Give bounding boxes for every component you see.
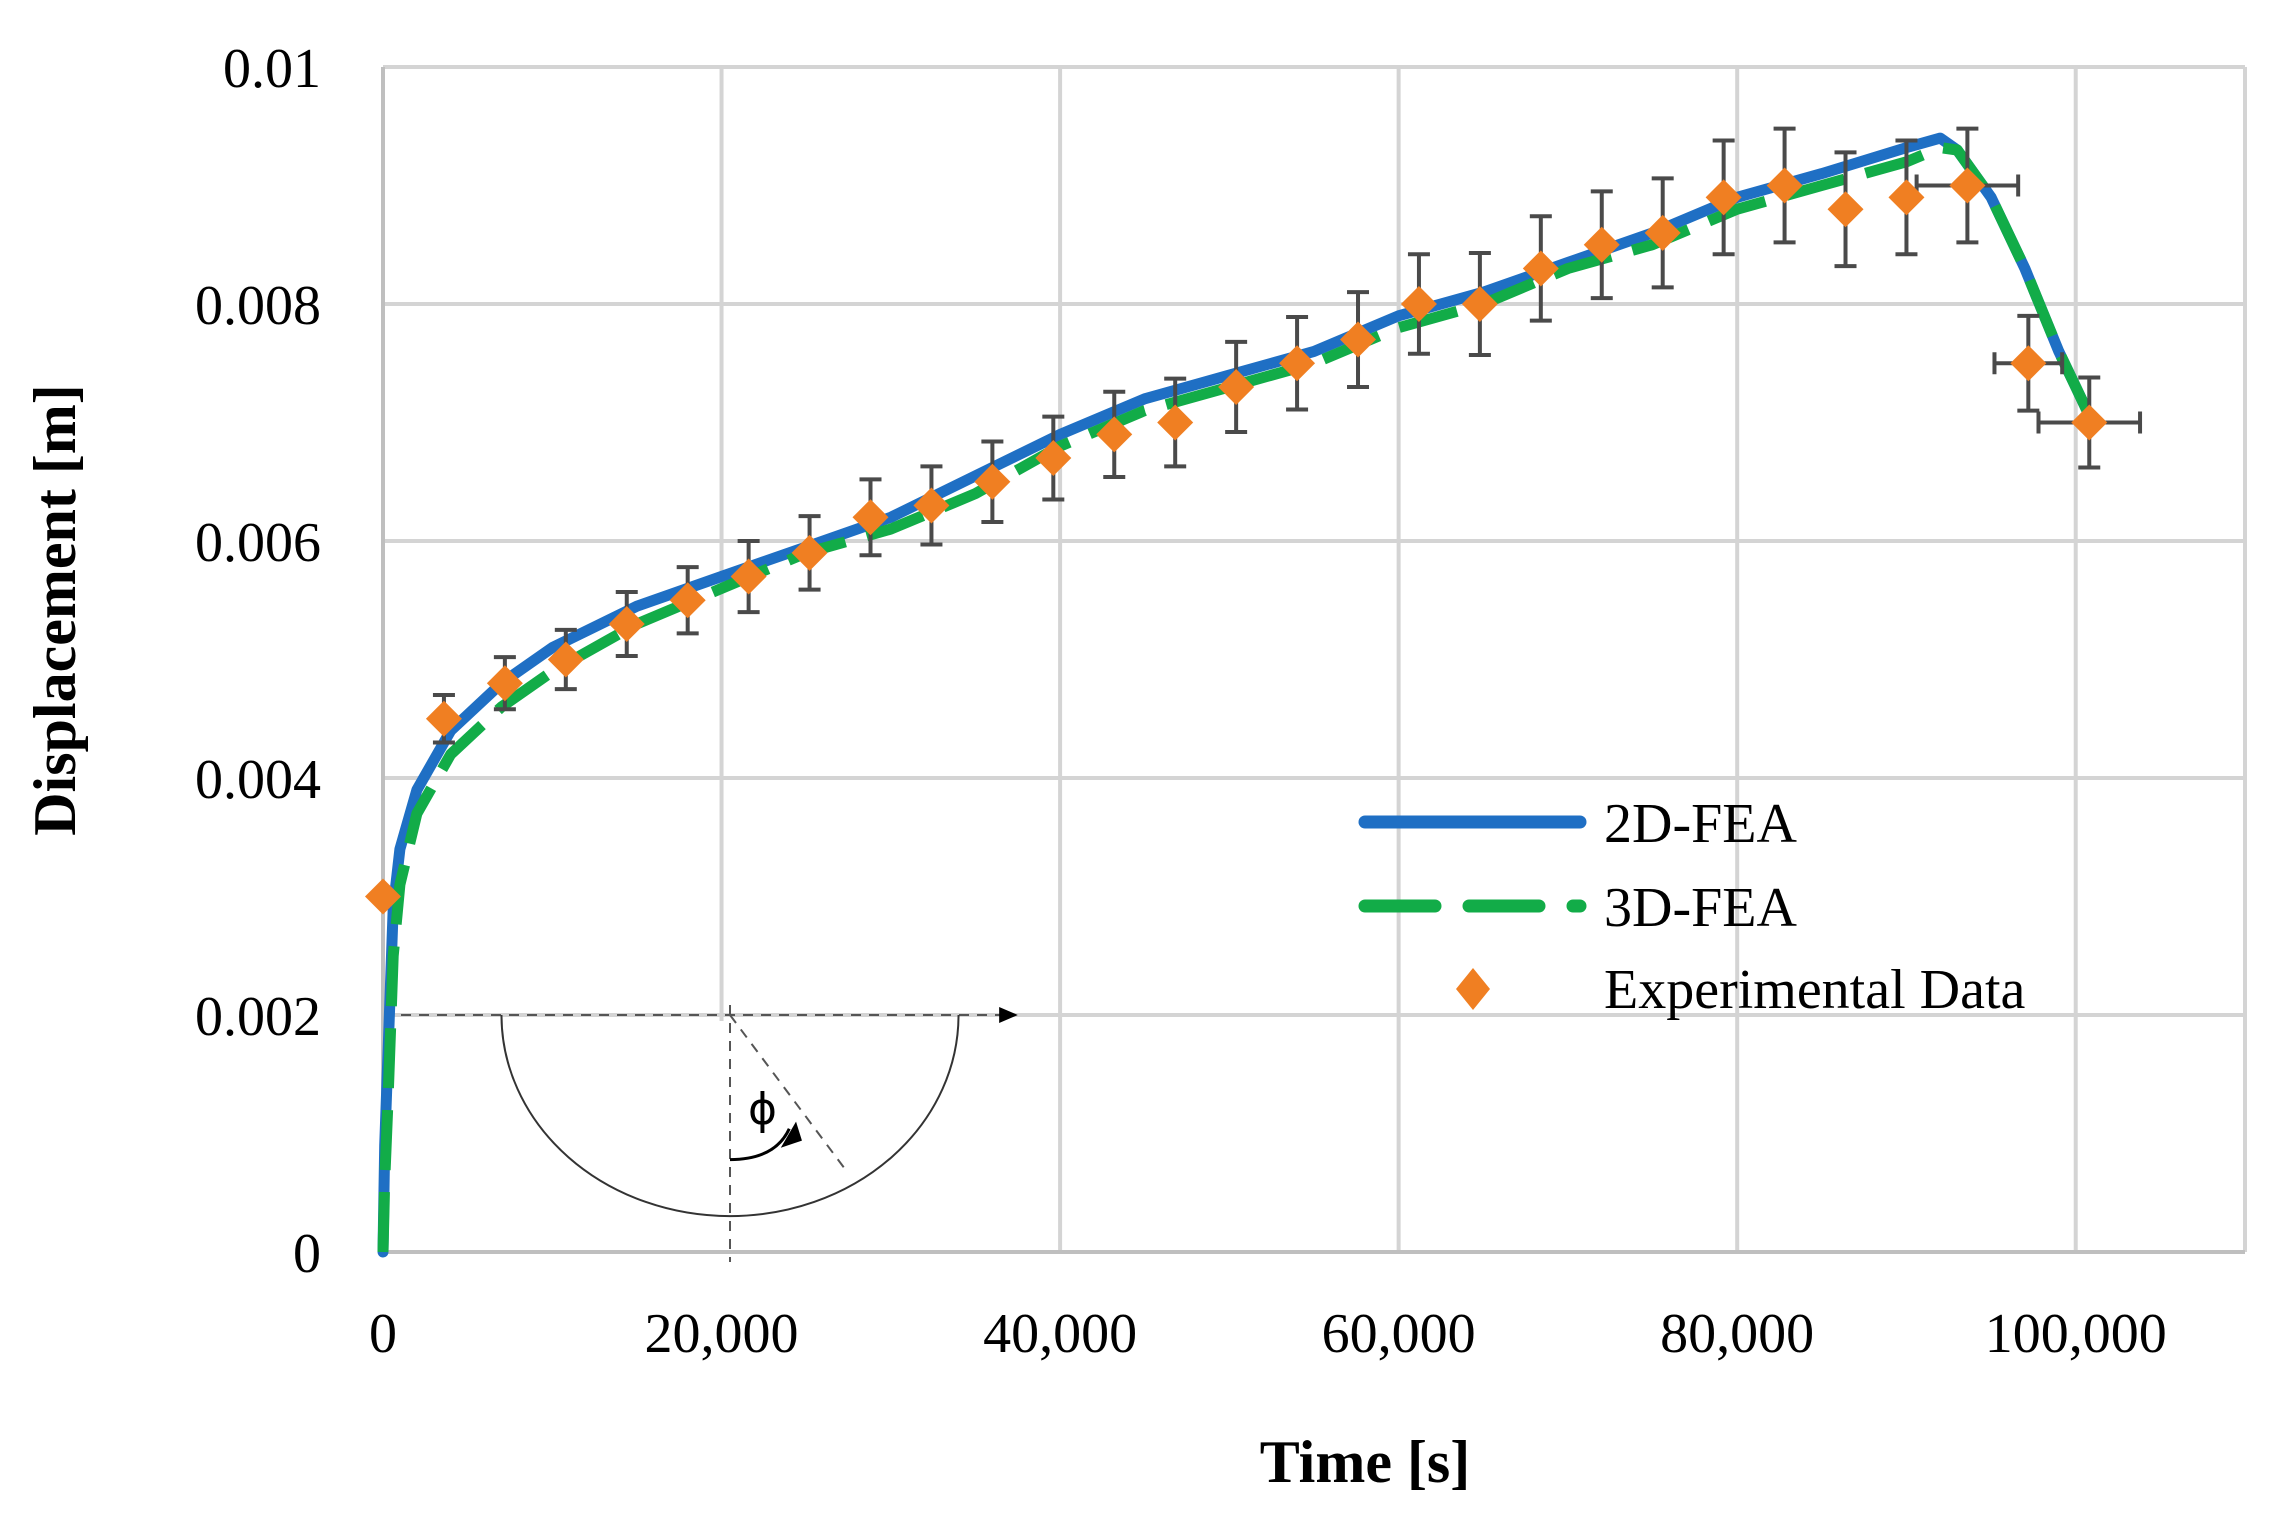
inset-angle-arc xyxy=(730,1128,791,1162)
series-line-3d-fea xyxy=(377,142,2098,1253)
experimental-data-point xyxy=(1340,321,1377,358)
y-tick-label: 0.008 xyxy=(195,275,321,337)
experimental-data-point xyxy=(974,463,1011,500)
tick-labels: 0 20,000 40,000 60,000 80,000 100,000 0 0.002 0.… xyxy=(195,38,2167,1365)
y-axis-title: Displacement [m] xyxy=(22,384,88,836)
experimental-data-point xyxy=(1218,368,1255,405)
experimental-data-point xyxy=(1461,286,1498,322)
experimental-data-point xyxy=(669,582,706,619)
experimental-data-point xyxy=(913,487,950,524)
experimental-data-point xyxy=(425,700,462,737)
inset-phi-label: ϕ xyxy=(748,1084,777,1135)
inset-semicircle xyxy=(500,1014,960,1218)
experimental-data-point xyxy=(1644,214,1681,251)
legend-label-experimental: Experimental Data xyxy=(1604,959,2026,1021)
experimental-data-point xyxy=(1827,191,1864,228)
experimental-data-point xyxy=(1096,416,1133,453)
experimental-data-point xyxy=(852,499,889,536)
legend-label-2d-fea: 2D-FEA xyxy=(1604,793,1797,855)
y-tick-label: 0.006 xyxy=(195,512,321,574)
grid xyxy=(381,65,2247,1254)
y-tick-label: 0.002 xyxy=(195,986,321,1048)
experimental-data-point xyxy=(791,534,828,571)
legend: 2D-FEA 3D-FEA Experimental Data xyxy=(1358,793,2026,1021)
y-tick-label: 0.01 xyxy=(223,38,321,100)
experimental-data-point xyxy=(1766,167,1803,204)
experimental-data-point xyxy=(2071,404,2108,441)
experimental-data-point xyxy=(1583,226,1620,263)
x-tick-label: 60,000 xyxy=(1322,1303,1476,1365)
experimental-data-point xyxy=(730,558,767,595)
experimental-data-point xyxy=(547,641,584,678)
y-tick-label: 0.004 xyxy=(195,749,321,811)
x-tick-label: 20,000 xyxy=(645,1303,799,1365)
inset-diagram: ϕ xyxy=(383,1005,1052,1262)
experimental-data-point xyxy=(1705,179,1742,216)
experimental-data-point xyxy=(1888,179,1925,216)
experimental-data-point xyxy=(1400,286,1437,322)
legend-swatch-experimental xyxy=(1456,968,1490,1010)
x-tick-label: 80,000 xyxy=(1660,1303,1814,1365)
x-tick-label: 0 xyxy=(369,1303,397,1365)
y-tick-label: 0 xyxy=(293,1223,321,1285)
inset-angle-arrow-icon xyxy=(780,1121,802,1148)
series-layer xyxy=(377,132,2099,1258)
experimental-data-point xyxy=(1949,167,1986,204)
experimental-data-point xyxy=(1035,440,1072,477)
experimental-data-point xyxy=(365,878,401,915)
error-bars xyxy=(432,126,2143,745)
experimental-data-point xyxy=(1157,404,1194,441)
inset-radial-line xyxy=(729,1014,848,1173)
experimental-data-point xyxy=(608,605,645,642)
legend-label-3d-fea: 3D-FEA xyxy=(1604,877,1797,939)
x-axis-title: Time [s] xyxy=(1260,1429,1471,1495)
experimental-data-point xyxy=(1522,250,1559,287)
experimental-data-point xyxy=(486,665,523,702)
x-tick-label: 40,000 xyxy=(983,1303,1137,1365)
experimental-data-point xyxy=(1279,345,1316,382)
x-tick-label: 100,000 xyxy=(1985,1303,2167,1365)
series-line-2d-fea xyxy=(377,132,2099,1258)
experimental-markers xyxy=(365,167,2108,915)
inset-arrow-icon xyxy=(999,1007,1018,1023)
experimental-data-point xyxy=(2010,345,2047,382)
